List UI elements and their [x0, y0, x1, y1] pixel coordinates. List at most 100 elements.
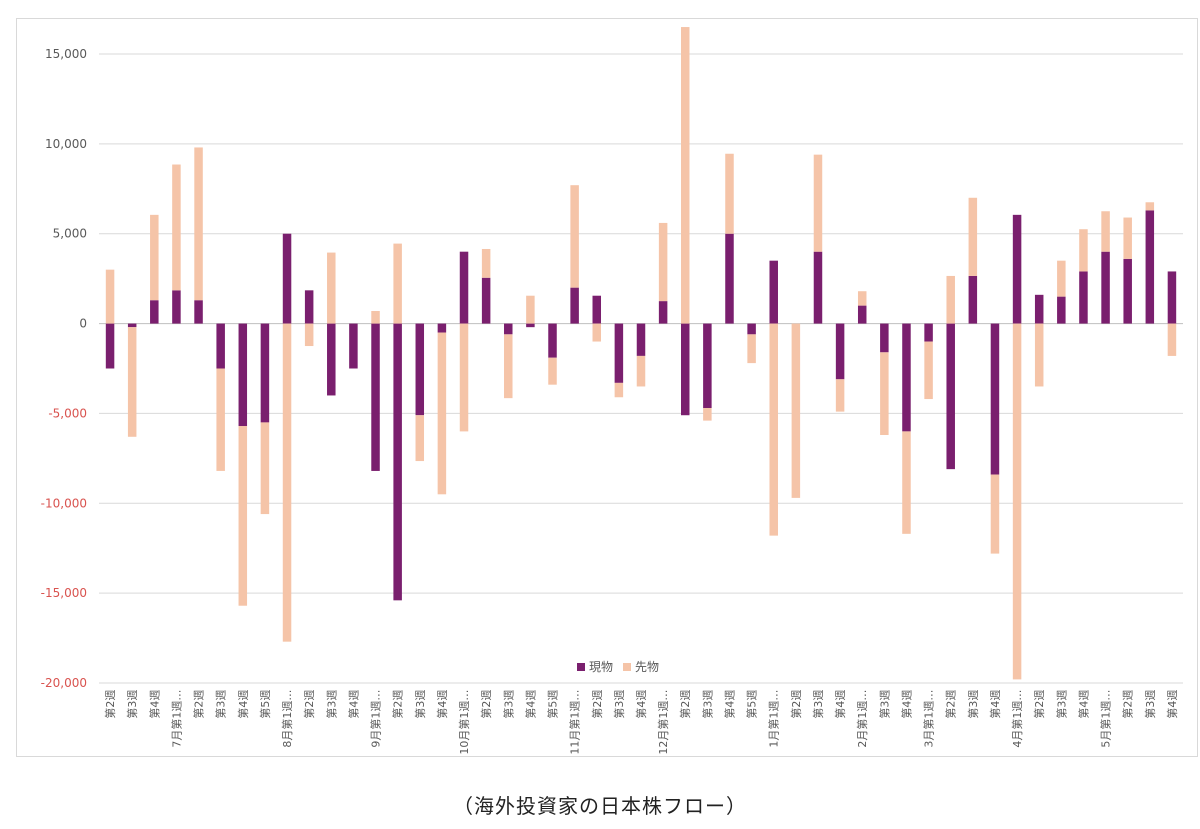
x-tick-label: 第4週	[346, 690, 360, 719]
x-tick-label: 第3週	[501, 690, 515, 719]
x-tick-label: 第3週	[324, 690, 338, 719]
bar	[880, 323, 889, 353]
gridlines	[99, 53, 1183, 684]
x-tick-label: 第2週	[391, 690, 405, 719]
chart-caption: （海外投資家の日本株フロー）	[453, 794, 747, 818]
bar	[526, 295, 535, 324]
x-tick-label: 第2週	[1032, 690, 1046, 719]
x-tick-label: 第2週	[192, 690, 206, 719]
bar	[592, 323, 602, 342]
x-tick-label: 第4週	[899, 690, 913, 719]
bar	[1167, 323, 1177, 356]
bar	[172, 290, 181, 324]
x-axis: 第2週 第3週 第4週 7月第1週… 第2週 第3週 第4週 第5週 8月第1週… 第2週 第3週第…	[103, 690, 1179, 755]
bar	[304, 290, 314, 324]
y-tick-label: 15,000	[45, 47, 87, 61]
y-tick-label: 0	[79, 317, 87, 331]
bar	[1034, 294, 1044, 324]
bar	[1123, 258, 1132, 324]
bar	[127, 323, 137, 328]
bar	[327, 252, 336, 324]
bar	[857, 291, 867, 306]
bar	[614, 382, 624, 398]
bar	[1145, 210, 1155, 324]
x-tick-label: 第5週	[745, 690, 759, 719]
x-tick-label: 12月第1週…	[656, 690, 670, 755]
x-tick-label: 第5週	[258, 690, 272, 719]
x-tick-label: 第3週	[877, 690, 891, 719]
x-tick-label: 第4週	[147, 690, 161, 719]
bar	[636, 355, 646, 387]
y-tick-label: 10,000	[45, 137, 87, 151]
bar	[437, 323, 447, 333]
bar	[747, 323, 756, 335]
bar	[282, 233, 292, 324]
bar	[393, 243, 402, 324]
x-tick-label: 第3週	[413, 690, 427, 719]
bar	[548, 357, 557, 385]
chart: 15,000 10,000 5,000 0 -5,000 -10,000 -15,000 -2…	[41, 27, 1183, 755]
legend: 現物 先物	[577, 660, 659, 674]
x-tick-label: 第4週	[722, 690, 736, 719]
bar	[946, 275, 955, 324]
x-tick-label: 第2週	[590, 690, 604, 719]
bar	[990, 323, 1000, 475]
bar	[747, 334, 756, 364]
x-tick-label: 第4週	[435, 690, 449, 719]
x-tick-label: 第3週	[966, 690, 980, 719]
bar	[1123, 217, 1132, 259]
x-tick-label: 第2週	[103, 690, 117, 719]
bar	[769, 260, 778, 324]
bar	[592, 295, 602, 324]
bar	[304, 323, 314, 347]
x-tick-label: 第2週	[678, 690, 692, 719]
bar	[1079, 229, 1088, 272]
bar	[880, 352, 889, 435]
bar	[1057, 296, 1066, 324]
bar	[393, 323, 402, 601]
bar	[194, 147, 203, 301]
bar	[968, 197, 978, 276]
x-tick-label: 第4週	[1076, 690, 1090, 719]
bar	[216, 368, 225, 471]
x-tick-label: 第2週	[302, 690, 316, 719]
x-tick-label: 2月第1週…	[855, 690, 869, 748]
bar	[504, 323, 513, 335]
bar	[1012, 323, 1022, 680]
bar	[548, 323, 557, 358]
x-tick-label: 第5週	[546, 690, 560, 719]
bar	[680, 323, 690, 416]
bar	[260, 422, 270, 515]
bar	[238, 426, 248, 606]
x-tick-label: 5月第1週…	[1099, 690, 1113, 748]
bar	[150, 214, 159, 301]
bar	[327, 323, 336, 396]
x-tick-label: 第4週	[988, 690, 1002, 719]
y-tick-label: -10,000	[41, 496, 87, 510]
x-tick-label: 第3週	[125, 690, 139, 719]
x-tick-label: 第2週	[944, 690, 958, 719]
x-tick-label: 第3週	[214, 690, 228, 719]
bar	[371, 323, 380, 471]
bar	[415, 323, 425, 416]
bar	[1145, 202, 1155, 211]
x-tick-label: 第3週	[811, 690, 825, 719]
bars	[105, 27, 1177, 680]
x-tick-label: 1月第1週…	[767, 690, 781, 748]
bar	[924, 323, 933, 342]
bar	[835, 379, 845, 412]
bar	[968, 275, 978, 324]
bar	[260, 323, 270, 423]
x-tick-label: 第3週	[612, 690, 626, 719]
x-tick-label: 第4週	[1165, 690, 1179, 719]
legend-label: 現物	[589, 660, 613, 674]
x-tick-label: 第2週	[1121, 690, 1135, 719]
y-tick-label: 5,000	[53, 227, 87, 241]
bar	[703, 408, 712, 421]
bar	[946, 323, 955, 470]
legend-swatch	[577, 663, 585, 671]
bar	[658, 301, 668, 324]
legend-swatch	[623, 663, 631, 671]
bar	[636, 323, 646, 356]
bar	[990, 474, 1000, 554]
